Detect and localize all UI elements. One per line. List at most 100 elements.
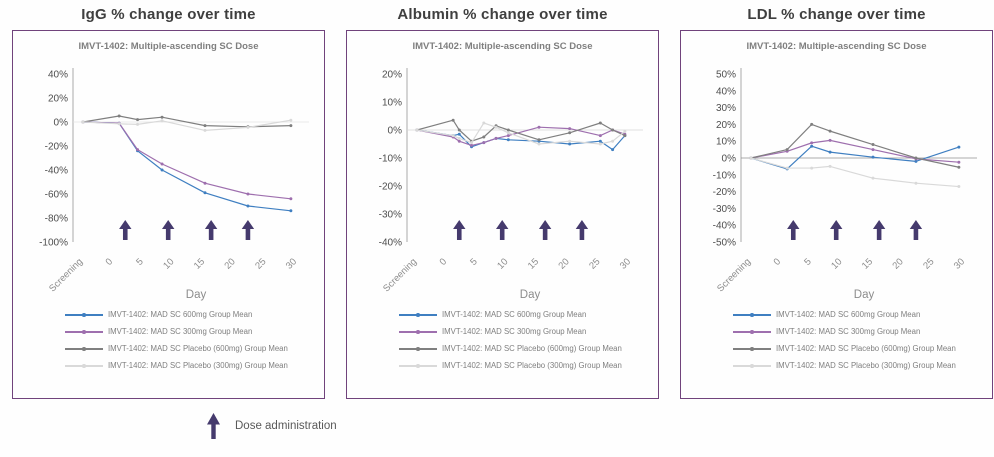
x-tick-label: 15 [192,256,207,271]
data-point-marker [568,127,572,131]
ldl-chart-section: LDL % change over time IMVT-1402: Multip… [680,6,993,399]
x-tick-label: 10 [495,256,510,271]
data-point-marker [246,204,250,208]
data-point-marker [160,168,164,172]
x-tick-label: Screening [381,256,419,294]
legend-line-swatch [399,363,437,368]
data-point-marker [246,192,250,196]
data-point-marker [117,122,121,126]
data-point-marker [871,176,875,180]
x-tick-label: 5 [802,256,814,268]
data-point-marker [537,138,541,142]
legend-label: IMVT-1402: MAD SC Placebo (300mg) Group … [776,361,956,370]
data-point-marker [957,145,961,149]
data-point-marker [957,185,961,189]
dose-arrow-marker [204,220,218,240]
data-point-marker [160,162,164,166]
data-point-marker [810,122,814,126]
data-point-marker [457,132,461,136]
legend-label: IMVT-1402: MAD SC Placebo (600mg) Group … [108,344,288,353]
igg-chart-section: IgG % change over time IMVT-1402: Multip… [12,6,325,399]
x-tick-label: 15 [860,256,875,271]
ldl-chart-title: LDL % change over time [747,6,926,23]
data-point-marker [494,136,498,140]
y-tick-label: 20% [48,94,68,105]
data-point-marker [117,114,121,118]
legend-label: IMVT-1402: MAD SC 600mg Group Mean [442,310,587,319]
albumin-chart-panel: IMVT-1402: Multiple-ascending SC Dose 20… [346,30,659,399]
data-point-marker [506,138,510,142]
y-tick-label: -20% [45,142,68,153]
dose-arrow-marker [453,220,466,240]
data-point-marker [957,165,961,169]
data-point-marker [871,155,875,159]
data-point-marker [136,118,140,122]
y-tick-label: 10% [382,98,402,109]
y-tick-label: 40% [48,70,68,81]
y-tick-label: -80% [45,214,68,225]
legend-item: IMVT-1402: MAD SC 300mg Group Mean [65,323,324,340]
data-point-marker [506,131,510,135]
legend-line-swatch [65,312,103,317]
data-point-marker [957,160,961,164]
legend-label: IMVT-1402: MAD SC Placebo (300mg) Group … [442,361,622,370]
y-tick-label: 20% [716,120,736,131]
y-tick-label: -50% [713,238,736,249]
legend-line-swatch [65,363,103,368]
data-point-marker [457,128,461,132]
legend-line-swatch [399,329,437,334]
data-point-marker [160,115,164,119]
x-axis-label: Day [520,289,541,301]
data-point-marker [457,136,461,140]
y-tick-label: -40% [713,221,736,232]
legend-line-swatch [733,312,771,317]
legend-line-swatch [733,346,771,351]
x-tick-label: 20 [891,256,906,271]
data-point-marker [828,138,832,142]
data-point-marker [451,134,455,138]
data-point-marker [537,142,541,146]
dose-administration-legend: Dose administration [206,413,994,439]
dose-arrow-icon [207,413,220,439]
x-tick-label: Screening [47,256,85,294]
series-line [82,121,291,212]
data-point-marker [828,129,832,133]
data-point-marker [289,197,293,201]
data-point-marker [494,125,498,129]
x-axis-label: Day [854,289,875,301]
legend-label: IMVT-1402: MAD SC Placebo (600mg) Group … [776,344,956,353]
x-tick-label: 0 [772,256,784,268]
data-point-marker [482,141,486,145]
dose-arrow-marker [830,220,843,240]
y-tick-label: -40% [45,166,68,177]
data-point-marker [598,142,602,146]
legend-label: IMVT-1402: MAD SC 300mg Group Mean [442,327,587,336]
data-point-marker [415,128,419,132]
igg-chart-subtitle: IMVT-1402: Multiple-ascending SC Dose [78,41,259,52]
y-tick-label: 40% [716,86,736,97]
x-tick-label: 10 [161,256,176,271]
legend-label: IMVT-1402: MAD SC 300mg Group Mean [108,327,253,336]
y-tick-label: 0% [722,154,737,165]
legend-item: IMVT-1402: MAD SC 300mg Group Mean [733,323,992,340]
y-tick-label: -10% [713,170,736,181]
x-tick-label: 0 [438,256,450,268]
igg-chart-title: IgG % change over time [81,6,256,23]
charts-row: IgG % change over time IMVT-1402: Multip… [12,6,993,399]
legend-label: IMVT-1402: MAD SC Placebo (600mg) Group … [442,344,622,353]
data-point-marker [470,141,474,145]
legend-item: IMVT-1402: MAD SC Placebo (300mg) Group … [733,357,992,374]
y-tick-label: -30% [713,204,736,215]
y-tick-label: 0% [388,126,403,137]
data-point-marker [203,181,207,185]
data-point-marker [828,164,832,168]
data-point-marker [914,156,918,160]
legend-item: IMVT-1402: MAD SC 600mg Group Mean [399,306,658,323]
igg-chart-legend: IMVT-1402: MAD SC 600mg Group Mean IMVT-1… [65,306,324,374]
data-point-marker [611,139,615,143]
data-point-marker [611,128,615,132]
y-tick-label: 30% [716,103,736,114]
series-line [416,129,626,151]
data-point-marker [598,139,602,143]
